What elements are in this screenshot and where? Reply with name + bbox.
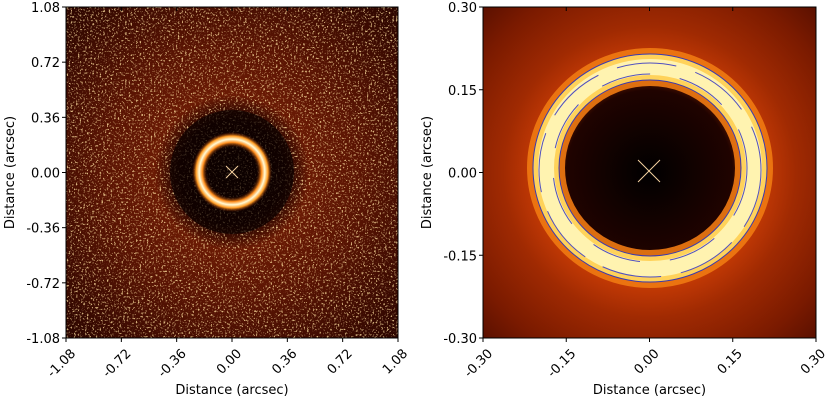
y-tick-label: 0.00 — [31, 167, 60, 182]
x-tick-label: 0.00 — [631, 346, 662, 377]
y-tick-label: -0.15 — [443, 249, 477, 264]
y-axis-label: Distance (arcsec) — [420, 116, 435, 229]
x-tick-label: -0.72 — [100, 346, 134, 380]
left-image — [66, 7, 398, 338]
x-tick-label: -0.36 — [155, 346, 189, 380]
x-tick-label: 0.36 — [269, 346, 300, 377]
y-tick-label: 1.08 — [31, 1, 60, 16]
y-tick-label: -0.72 — [26, 277, 60, 292]
x-tick-label: 0.00 — [214, 346, 245, 377]
y-tick-label: -0.30 — [443, 332, 477, 347]
y-tick-label: -0.36 — [26, 222, 60, 237]
x-tick-label: -0.15 — [545, 346, 579, 380]
x-tick-label: 0.15 — [715, 346, 746, 377]
x-tick-label: -1.08 — [45, 346, 79, 380]
y-tick-label: -1.08 — [26, 332, 60, 347]
y-tick-label: 0.15 — [448, 84, 477, 99]
y-tick-label: 0.36 — [31, 111, 60, 126]
x-axis-label: Distance (arcsec) — [593, 383, 706, 398]
y-axis-label: Distance (arcsec) — [3, 116, 18, 229]
x-tick-label: -0.30 — [462, 346, 496, 380]
y-tick-label: 0.72 — [31, 56, 60, 71]
right-image — [483, 7, 816, 338]
y-tick-label: 0.30 — [448, 1, 477, 16]
x-axis-label: Distance (arcsec) — [175, 383, 288, 398]
x-tick-label: 0.72 — [325, 346, 356, 377]
x-tick-label: 0.30 — [798, 346, 829, 377]
y-tick-label: 0.00 — [448, 167, 477, 182]
x-tick-label: 1.08 — [380, 346, 411, 377]
